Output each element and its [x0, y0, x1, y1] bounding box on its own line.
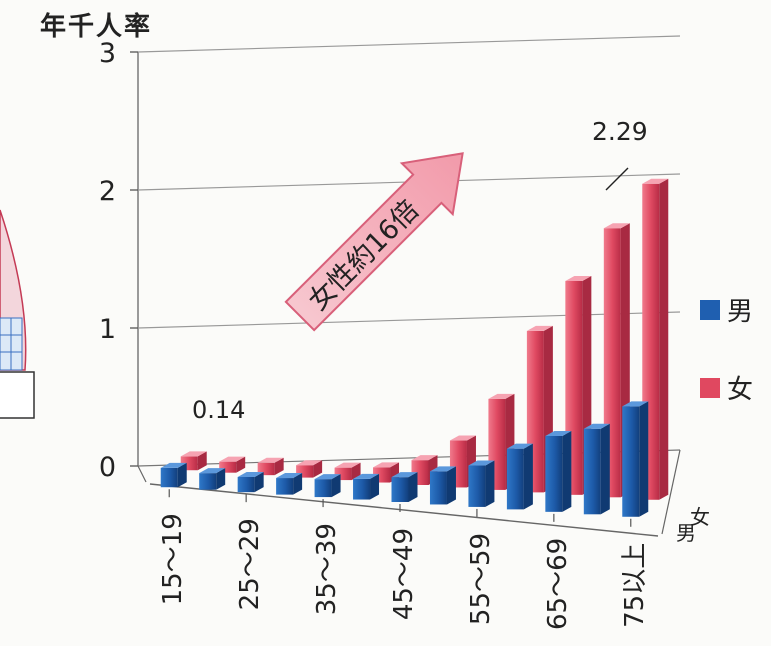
bar-male-side	[523, 443, 533, 510]
bar-female-top	[334, 462, 361, 468]
x-tick-label: 25～29	[235, 518, 265, 610]
bar-male-top	[583, 423, 610, 429]
depth-label-female: 女	[690, 505, 710, 529]
bar-female-top	[565, 275, 592, 281]
x-tick-label: 75以上	[620, 543, 650, 628]
y-tick-label: 3	[99, 38, 116, 69]
bar-male	[353, 478, 371, 500]
annotation-max-value: 2.29	[592, 117, 648, 146]
bar-series	[160, 178, 669, 517]
bar-female-side	[236, 456, 246, 473]
bar-male-side	[446, 466, 456, 505]
bar-male-side	[562, 430, 572, 512]
bar-male-side	[408, 472, 418, 502]
bar-female-top	[296, 460, 323, 466]
bar-male-side	[331, 474, 341, 498]
trend-arrow: 女性約16倍	[284, 152, 464, 332]
bar-male	[545, 435, 563, 512]
bar-male-top	[545, 430, 572, 436]
bar-female-top	[526, 325, 553, 331]
gridline	[137, 35, 681, 53]
x-tick-label: 55～59	[466, 533, 496, 625]
floor-edge-right	[661, 449, 681, 535]
y-unit-label: 年千人率	[40, 12, 153, 42]
bar-female-top	[219, 456, 246, 462]
x-tick-label: 35～39	[312, 523, 342, 615]
bar-female-side	[274, 457, 284, 476]
bar-female-top	[449, 435, 476, 441]
annotation-min-value: 0.14	[192, 396, 245, 424]
annotation-leader-line	[605, 167, 629, 191]
bar-male	[468, 465, 486, 507]
bar-female-side	[351, 462, 361, 481]
bar-female-top	[603, 223, 630, 229]
bar-male-side	[216, 468, 226, 490]
y-tick-label: 0	[99, 452, 116, 483]
bar-male	[276, 478, 294, 495]
bar-female-top	[257, 457, 284, 463]
bar-female-top	[373, 462, 400, 468]
bar-male-top	[622, 401, 649, 407]
bar-male-top	[276, 473, 303, 479]
depth-label-male: 男	[676, 521, 696, 545]
bar-male-side	[639, 401, 649, 517]
left-edge-graphic	[0, 209, 35, 419]
trend-arrow-shape	[284, 152, 464, 332]
bar-male	[506, 448, 524, 510]
bar-male-side	[485, 460, 495, 507]
bar-female-top	[180, 451, 207, 457]
bar-male-top	[468, 460, 495, 466]
bar-male	[429, 471, 447, 505]
bar-female-side	[197, 451, 207, 471]
x-tick-label: 65～69	[543, 538, 573, 630]
bar-male-top	[237, 471, 264, 477]
y-tick-label: 2	[99, 176, 116, 207]
legend-label-female: 女	[727, 375, 753, 405]
bar-male-top	[429, 466, 456, 472]
x-tick-label: 45～49	[389, 528, 419, 620]
bar-male-side	[600, 423, 610, 515]
bar-female-top	[411, 455, 438, 461]
bar-male-top	[314, 474, 341, 480]
bar-male	[314, 479, 332, 498]
x-tick-label: 15～19	[158, 513, 188, 605]
legend-label-male: 男	[727, 297, 753, 327]
bar-male-top	[391, 472, 418, 478]
bar-female	[219, 461, 237, 473]
gridline	[137, 311, 681, 329]
bar-male-top	[199, 468, 226, 474]
bar-male-top	[160, 462, 187, 468]
bar-male-top	[506, 443, 533, 449]
y-tick-label: 1	[99, 314, 116, 345]
bar-male-side	[254, 471, 264, 493]
floor-edge	[137, 465, 147, 483]
bar-male	[237, 476, 255, 493]
legend-swatch-male	[700, 300, 720, 320]
bar-male-side	[177, 462, 187, 488]
bar-male-side	[293, 473, 303, 495]
x-axis-line	[149, 483, 659, 537]
bar-male-side	[370, 473, 380, 500]
bar-female-side	[659, 178, 669, 500]
bar-male-top	[353, 473, 380, 479]
bar-female-top	[488, 393, 515, 399]
bar-male	[391, 477, 409, 502]
trend-arrow-text: 女性約16倍	[303, 194, 426, 317]
bar-female-top	[642, 178, 669, 184]
bar-male	[583, 428, 601, 515]
legend-swatch-female	[700, 378, 720, 398]
bar-male	[199, 473, 217, 490]
bar-male	[160, 467, 178, 488]
bar-female-side	[313, 460, 323, 478]
bar-male	[622, 406, 640, 517]
